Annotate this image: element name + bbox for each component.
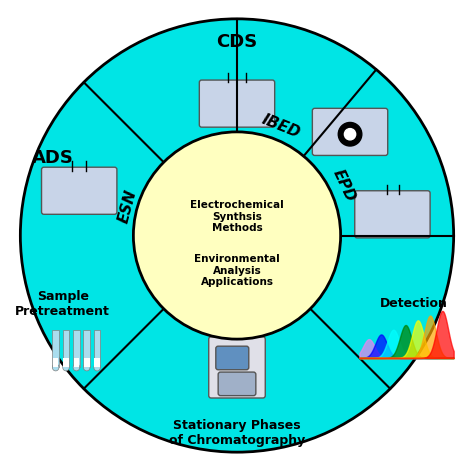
Circle shape <box>20 19 454 452</box>
Ellipse shape <box>94 364 100 371</box>
Bar <box>73 330 80 367</box>
Bar <box>52 330 59 367</box>
Bar <box>53 358 58 367</box>
Text: ADS: ADS <box>32 149 74 167</box>
Bar <box>94 330 100 367</box>
FancyBboxPatch shape <box>218 372 256 396</box>
Bar <box>94 358 100 367</box>
Text: Stationary Phases
of Chromatography: Stationary Phases of Chromatography <box>169 419 305 447</box>
Bar <box>73 358 79 367</box>
Ellipse shape <box>73 364 80 371</box>
Text: Environmental
Analysis
Applications: Environmental Analysis Applications <box>194 254 280 287</box>
FancyBboxPatch shape <box>312 108 388 155</box>
Ellipse shape <box>63 364 69 371</box>
Circle shape <box>345 129 356 140</box>
Bar <box>84 358 90 367</box>
Text: Detection: Detection <box>380 297 447 310</box>
Text: Sample
Pretreatment: Sample Pretreatment <box>15 290 110 318</box>
FancyBboxPatch shape <box>216 346 249 370</box>
Ellipse shape <box>83 364 90 371</box>
FancyBboxPatch shape <box>42 167 117 214</box>
Circle shape <box>338 122 362 146</box>
Text: Electrochemical
Synthsis
Methods: Electrochemical Synthsis Methods <box>190 200 284 233</box>
FancyBboxPatch shape <box>355 191 430 238</box>
Ellipse shape <box>52 364 59 371</box>
Bar <box>83 330 90 367</box>
Text: CDS: CDS <box>216 33 258 51</box>
Circle shape <box>133 132 341 339</box>
Text: IBED: IBED <box>260 112 302 141</box>
Text: EPD: EPD <box>330 167 358 204</box>
FancyBboxPatch shape <box>200 80 274 127</box>
Bar <box>63 358 69 367</box>
Text: ESN: ESN <box>116 188 139 225</box>
Bar <box>63 330 69 367</box>
FancyBboxPatch shape <box>209 337 265 398</box>
